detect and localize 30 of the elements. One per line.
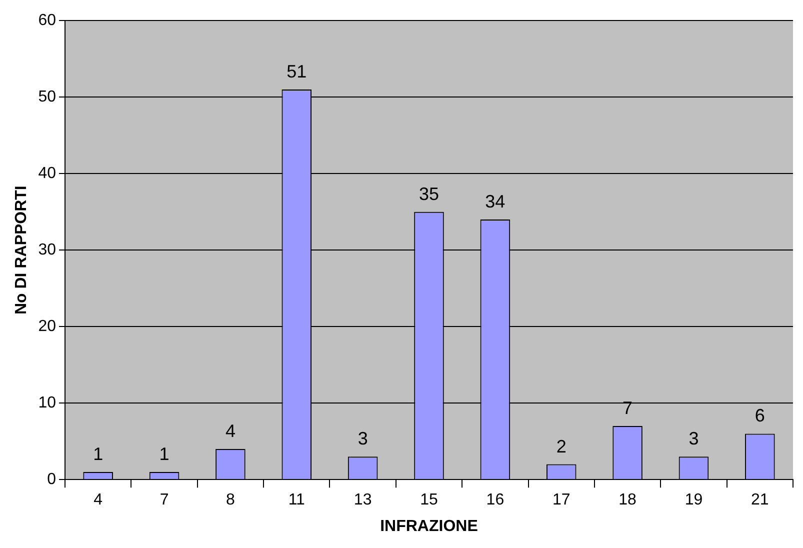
x-tick-label: 17 [552, 492, 570, 509]
data-label: 51 [286, 61, 307, 82]
x-tick-label: 21 [751, 492, 769, 509]
x-tick-label: 8 [226, 492, 235, 509]
y-tick-label: 20 [38, 318, 56, 336]
y-tick-label: 0 [47, 471, 56, 488]
y-tick-label: 30 [38, 242, 56, 259]
x-axis-title: INFRAZIONE [380, 518, 478, 535]
data-label: 3 [358, 428, 368, 449]
data-label: 3 [688, 428, 699, 449]
x-tick-label: 19 [684, 492, 703, 509]
x-tick-label: 11 [288, 492, 306, 509]
x-tick-label: 4 [94, 492, 103, 509]
y-tick-label: 10 [38, 394, 56, 412]
data-label: 2 [556, 436, 566, 456]
x-tick-label: 15 [420, 492, 438, 509]
data-label: 1 [93, 444, 104, 464]
y-tick-label: 60 [38, 12, 56, 30]
y-tick-label: 40 [38, 165, 56, 182]
y-tick-label: 50 [38, 88, 56, 106]
data-label: 34 [485, 191, 506, 212]
y-axis-title: No DI RAPPORTI [13, 186, 30, 315]
data-label: 6 [754, 406, 765, 426]
x-tick-label: 16 [486, 492, 504, 509]
data-label: 35 [418, 184, 440, 204]
x-tick-label: 18 [618, 492, 637, 509]
data-label: 4 [225, 420, 236, 441]
x-tick-label: 7 [160, 492, 169, 509]
x-tick-label: 13 [354, 492, 372, 509]
data-label: 1 [159, 444, 170, 464]
